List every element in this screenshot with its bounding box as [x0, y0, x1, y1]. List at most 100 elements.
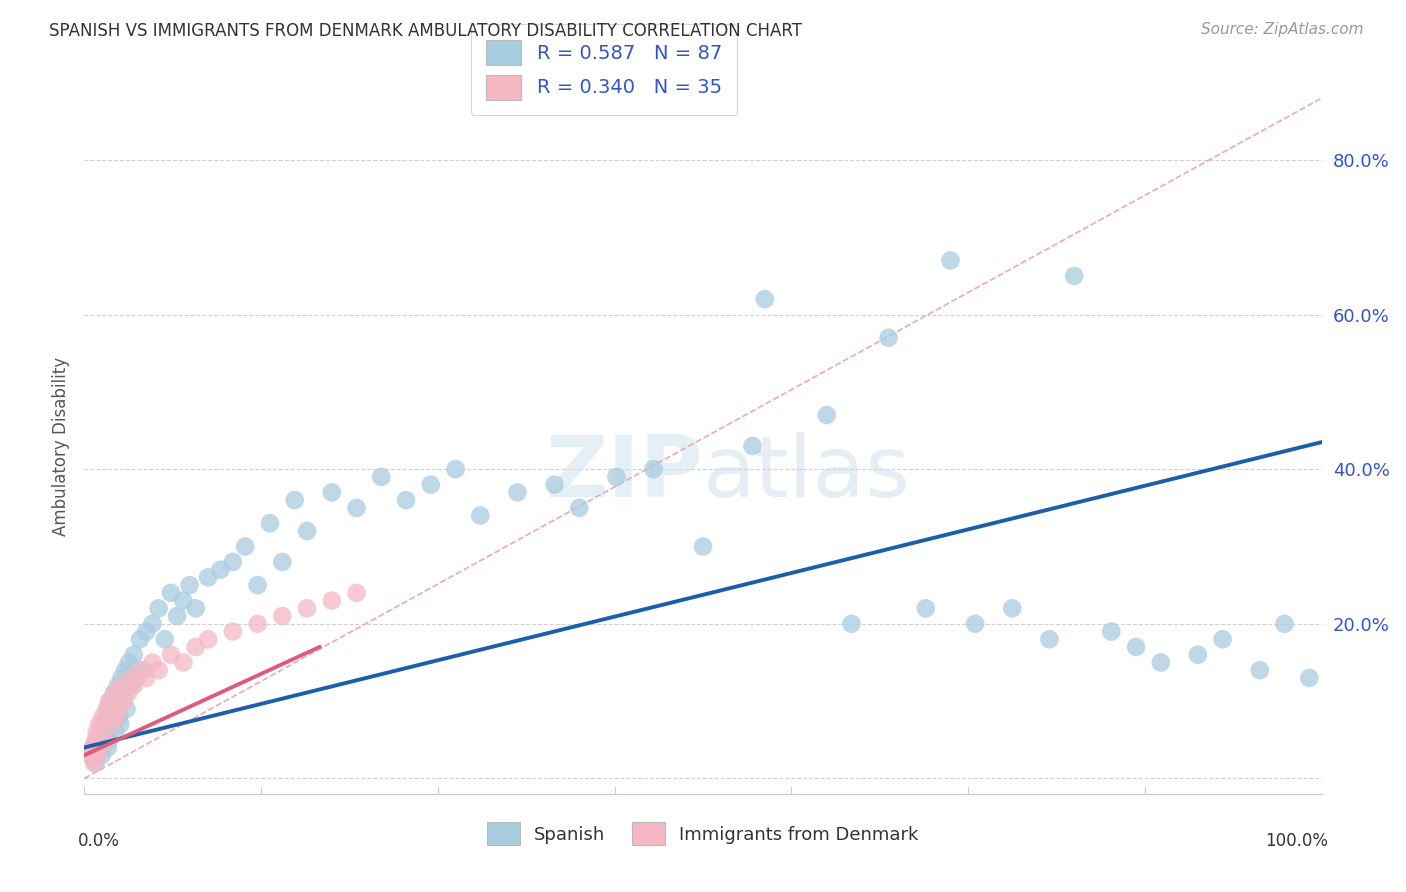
Point: [89, 717, 111, 731]
Point: [89, 740, 111, 755]
Point: [222, 555, 245, 569]
Point: [100, 717, 122, 731]
Point: [153, 632, 176, 647]
Point: [98, 694, 121, 708]
Point: [1038, 632, 1060, 647]
Point: [914, 601, 936, 615]
Point: [160, 648, 183, 662]
Point: [115, 702, 138, 716]
Point: [103, 686, 125, 700]
Point: [83, 756, 105, 770]
Point: [172, 593, 194, 607]
Text: ZIP: ZIP: [546, 433, 703, 516]
Point: [506, 485, 529, 500]
Point: [246, 616, 269, 631]
Point: [1212, 632, 1234, 647]
Point: [79, 748, 101, 763]
Point: [101, 709, 124, 723]
Point: [841, 616, 863, 631]
Point: [346, 500, 368, 515]
Point: [97, 740, 120, 755]
Point: [197, 570, 219, 584]
Text: 0.0%: 0.0%: [79, 832, 120, 850]
Point: [125, 671, 148, 685]
Point: [112, 694, 135, 708]
Point: [98, 732, 121, 747]
Point: [815, 408, 838, 422]
Point: [114, 663, 136, 677]
Point: [1063, 268, 1085, 283]
Point: [129, 632, 152, 647]
Point: [91, 717, 114, 731]
Point: [103, 686, 125, 700]
Point: [148, 663, 170, 677]
Point: [86, 748, 108, 763]
Text: Source: ZipAtlas.com: Source: ZipAtlas.com: [1201, 22, 1364, 37]
Legend: Spanish, Immigrants from Denmark: Spanish, Immigrants from Denmark: [478, 814, 928, 855]
Point: [605, 470, 627, 484]
Point: [98, 694, 121, 708]
Point: [370, 470, 392, 484]
Point: [132, 663, 155, 677]
Point: [96, 702, 118, 716]
Point: [120, 679, 142, 693]
Point: [939, 253, 962, 268]
Point: [965, 616, 987, 631]
Point: [295, 601, 318, 615]
Point: [179, 578, 201, 592]
Point: [643, 462, 665, 476]
Point: [141, 616, 163, 631]
Point: [91, 740, 114, 755]
Point: [135, 671, 157, 685]
Point: [104, 725, 127, 739]
Point: [754, 292, 776, 306]
Y-axis label: Ambulatory Disability: Ambulatory Disability: [52, 357, 70, 535]
Text: atlas: atlas: [703, 433, 911, 516]
Point: [543, 477, 565, 491]
Point: [93, 732, 115, 747]
Point: [568, 500, 591, 515]
Point: [108, 702, 131, 716]
Point: [98, 702, 121, 716]
Point: [284, 493, 307, 508]
Point: [90, 748, 112, 763]
Point: [321, 593, 343, 607]
Point: [84, 756, 107, 770]
Point: [93, 732, 115, 747]
Point: [1001, 601, 1024, 615]
Point: [1274, 616, 1296, 631]
Point: [166, 609, 188, 624]
Point: [246, 578, 269, 592]
Point: [105, 709, 128, 723]
Point: [184, 640, 207, 654]
Point: [271, 555, 294, 569]
Point: [82, 740, 104, 755]
Point: [160, 586, 183, 600]
Point: [107, 679, 129, 693]
Point: [1187, 648, 1209, 662]
Point: [271, 609, 294, 624]
Point: [395, 493, 418, 508]
Point: [89, 740, 111, 755]
Point: [1150, 656, 1173, 670]
Point: [444, 462, 467, 476]
Point: [877, 331, 900, 345]
Point: [86, 732, 108, 747]
Point: [117, 686, 139, 700]
Point: [105, 702, 128, 716]
Point: [692, 540, 714, 554]
Point: [91, 709, 114, 723]
Point: [197, 632, 219, 647]
Point: [148, 601, 170, 615]
Point: [1125, 640, 1147, 654]
Point: [346, 586, 368, 600]
Point: [741, 439, 763, 453]
Point: [118, 656, 141, 670]
Point: [100, 717, 122, 731]
Point: [84, 732, 107, 747]
Point: [1249, 663, 1271, 677]
Point: [110, 694, 132, 708]
Point: [110, 679, 132, 693]
Point: [83, 744, 105, 758]
Point: [110, 671, 132, 685]
